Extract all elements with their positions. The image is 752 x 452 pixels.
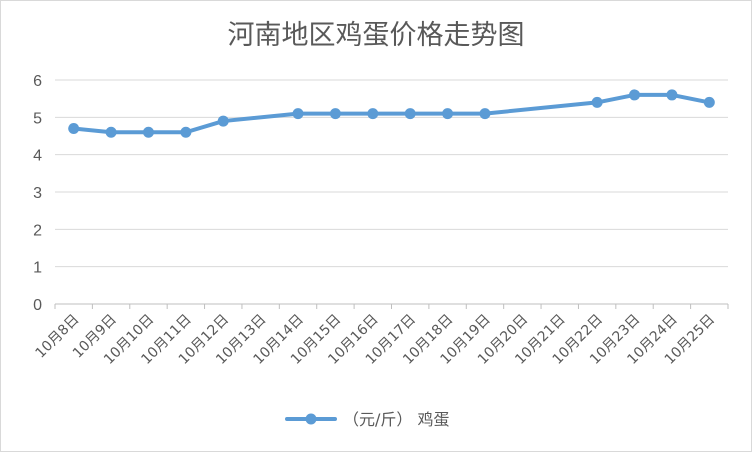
data-point-10月12日 [217, 115, 229, 127]
y-tick-label: 5 [33, 110, 42, 127]
data-point-10月25日 [703, 96, 715, 108]
y-tick-label: 4 [33, 148, 42, 165]
data-point-10月11日 [180, 126, 192, 138]
legend-marker-swatch [305, 413, 317, 425]
data-point-10月24日 [666, 89, 678, 101]
data-point-10月10日 [142, 126, 154, 138]
series-layer [68, 89, 715, 138]
chart-title: 河南地区鸡蛋价格走势图 [228, 20, 525, 51]
data-point-10月14日 [292, 108, 304, 120]
x-axis-ticks: 10月8日10月9日10月10日10月11日10月12日10月13日10月14日… [33, 304, 729, 368]
data-point-10月22日 [591, 96, 603, 108]
data-point-10月17日 [404, 108, 416, 120]
data-point-10月9日 [105, 126, 117, 138]
data-point-10月18日 [442, 108, 454, 120]
data-point-10月19日 [479, 108, 491, 120]
y-tick-label: 1 [33, 260, 42, 277]
y-tick-label: 3 [33, 185, 42, 202]
data-point-10月15日 [329, 108, 341, 120]
y-tick-label: 0 [33, 297, 42, 314]
data-point-10月16日 [367, 108, 379, 120]
legend: （元/斤） 鸡蛋 [285, 410, 449, 429]
y-axis-ticks: 0 1 2 3 4 5 6 [33, 73, 42, 314]
data-point-10月23日 [629, 89, 641, 101]
y-tick-label: 2 [33, 222, 42, 239]
legend-label: （元/斤） 鸡蛋 [343, 410, 449, 429]
y-tick-label: 6 [33, 73, 42, 90]
series-line [71, 92, 712, 135]
data-point-10月8日 [68, 123, 80, 135]
